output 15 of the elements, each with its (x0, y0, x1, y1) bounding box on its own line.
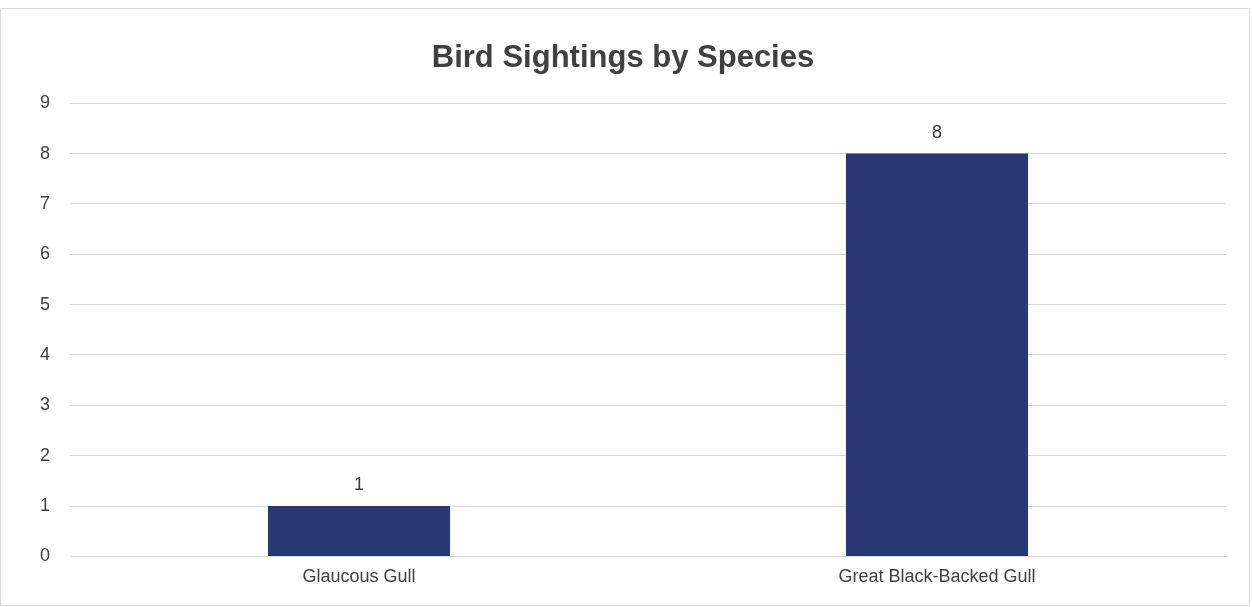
x-tick-label: Great Black-Backed Gull (838, 566, 1036, 587)
data-label: 1 (354, 474, 365, 495)
y-tick-label: 1 (40, 495, 51, 516)
data-label: 8 (931, 121, 943, 142)
y-tick-label: 3 (40, 394, 51, 415)
x-tick-label: Glaucous Gull (302, 566, 416, 587)
y-tick-label: 2 (40, 444, 51, 465)
y-tick-label: 0 (40, 545, 51, 566)
chart-title: Bird Sightings by Species (431, 39, 815, 75)
y-tick-label: 9 (40, 92, 51, 113)
y-tick-label: 4 (40, 343, 51, 364)
y-tick-label: 6 (40, 243, 51, 264)
y-tick-label: 5 (40, 293, 51, 314)
y-tick-label: 8 (40, 142, 51, 163)
y-tick-label: 7 (40, 192, 51, 213)
